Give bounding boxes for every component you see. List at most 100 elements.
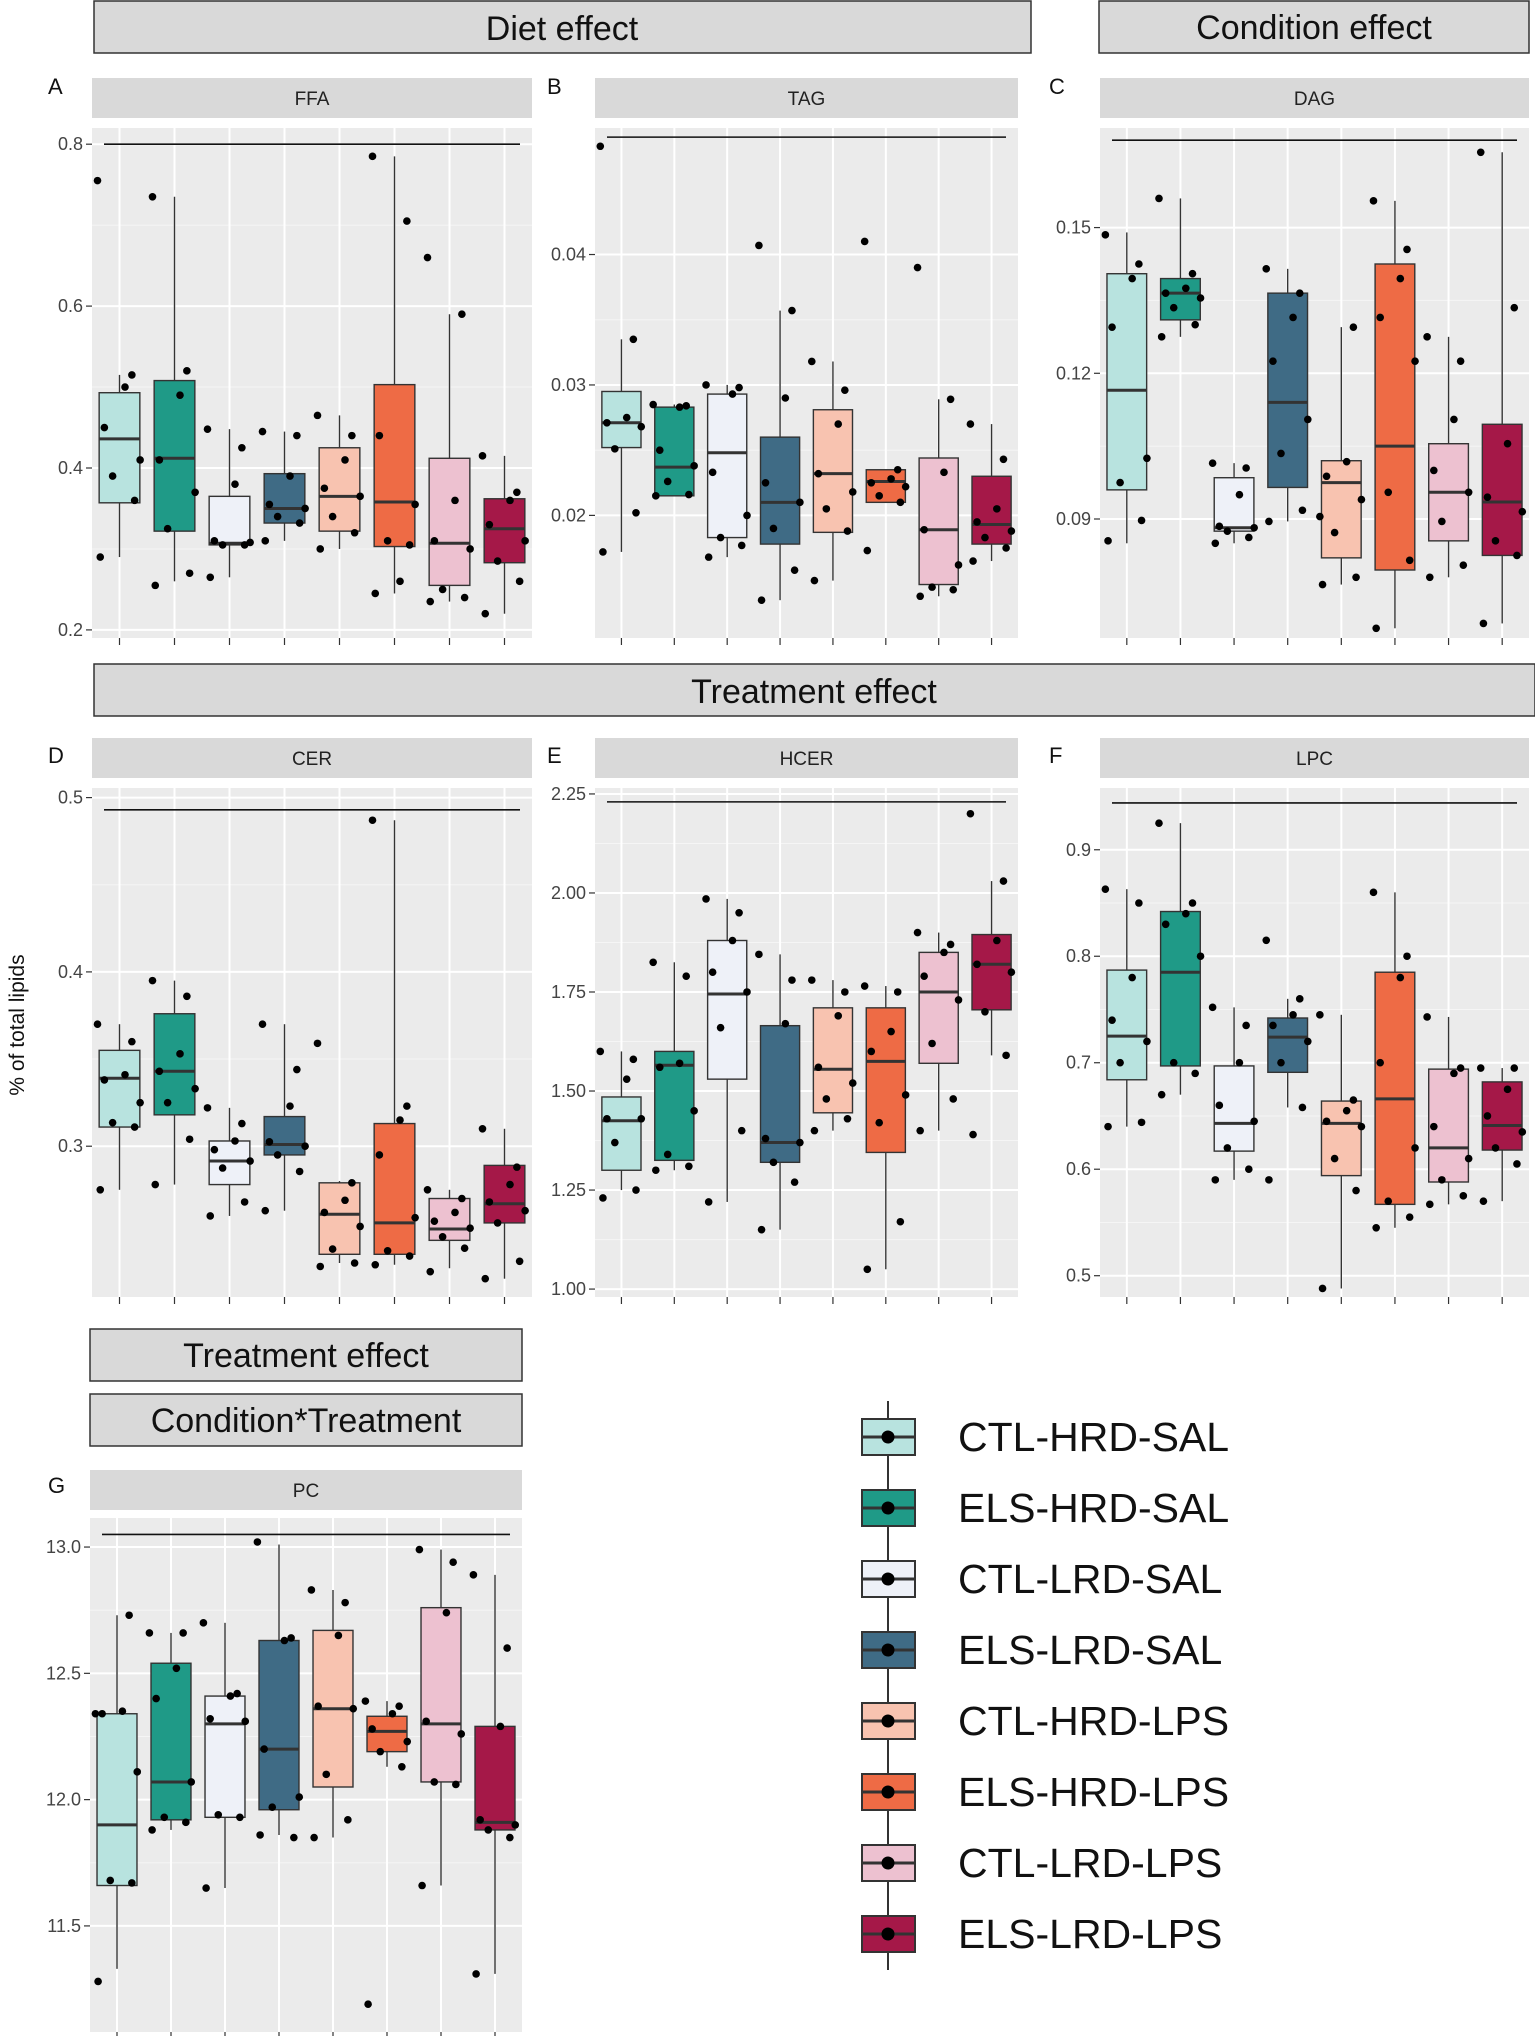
- data-point: [685, 1162, 693, 1171]
- data-point: [901, 482, 910, 491]
- data-point: [466, 545, 474, 553]
- data-point: [258, 1020, 267, 1028]
- legend-item-3: CTL-LRD-SAL: [861, 1543, 1222, 1615]
- data-point: [295, 1793, 304, 1801]
- data-point: [1002, 544, 1010, 552]
- box-body: [706, 939, 748, 1080]
- banner-treatment-effect: [93, 663, 1535, 717]
- data-point: [1208, 459, 1217, 467]
- data-point: [1369, 888, 1378, 897]
- data-point: [599, 548, 607, 556]
- box-body: [1374, 971, 1416, 1206]
- data-point: [1425, 573, 1434, 582]
- box-tag-8: [966, 420, 1016, 565]
- box-body: [918, 951, 959, 1064]
- box-tag-4: [755, 241, 804, 604]
- data-point: [128, 1879, 136, 1887]
- y-tick-label-ffa: 0.4: [58, 458, 83, 478]
- banner-condition-treatment: [89, 1393, 523, 1447]
- data-point: [1456, 1064, 1465, 1072]
- box-body: [1159, 910, 1201, 1067]
- data-point: [690, 462, 698, 470]
- data-point: [484, 1826, 493, 1834]
- data-point: [280, 1636, 289, 1645]
- data-point: [1182, 284, 1190, 293]
- data-point: [426, 1267, 435, 1276]
- data-point: [1242, 1021, 1250, 1030]
- legend-item-7: CTL-LRD-LPS: [861, 1827, 1222, 1899]
- data-point: [1518, 507, 1527, 516]
- data-point: [364, 2000, 372, 2009]
- y-tick-label-hcer: 1.75: [551, 982, 586, 1002]
- data-point: [1503, 1085, 1512, 1094]
- data-point: [1376, 1058, 1384, 1067]
- data-point: [121, 1070, 129, 1079]
- data-point: [1403, 952, 1411, 961]
- box-body: [759, 436, 801, 545]
- data-point: [1215, 1101, 1224, 1110]
- data-point: [796, 1138, 804, 1147]
- data-point: [383, 537, 392, 545]
- box-dag-8: [1476, 148, 1527, 628]
- data-point: [396, 1116, 404, 1124]
- legend-label: ELS-LRD-LPS: [958, 1911, 1222, 1957]
- data-point: [1456, 357, 1465, 365]
- data-point: [128, 371, 136, 379]
- data-point: [807, 976, 816, 984]
- box-cer-3: [203, 1104, 254, 1220]
- data-point: [341, 1598, 349, 1607]
- data-point: [185, 1135, 194, 1144]
- data-point: [1242, 464, 1250, 472]
- data-point: [743, 988, 751, 996]
- box-lpc-2: [1155, 819, 1205, 1099]
- data-point: [708, 968, 717, 976]
- data-point: [1384, 1197, 1393, 1205]
- data-point: [293, 1065, 301, 1074]
- y-tick-label-pc: 12.0: [46, 1790, 81, 1810]
- data-point: [395, 1702, 403, 1710]
- panel-ffa: A FFA 0.2 0.4 0.6 0.8: [48, 74, 532, 645]
- data-point: [361, 1697, 370, 1705]
- data-point: [513, 488, 521, 497]
- data-point: [108, 1118, 117, 1127]
- data-point: [1303, 1037, 1312, 1046]
- data-point: [737, 541, 746, 550]
- data-point: [426, 597, 435, 606]
- legend-label: CTL-LRD-LPS: [958, 1840, 1222, 1886]
- data-point: [1265, 517, 1273, 526]
- data-point: [506, 1180, 514, 1189]
- legend-key-point: [881, 1785, 895, 1799]
- banner-treatment-effect-g: [89, 1328, 523, 1382]
- data-point: [233, 1689, 241, 1698]
- data-point: [231, 480, 239, 488]
- y-tick-label-tag: 0.03: [551, 375, 586, 395]
- data-point: [513, 1163, 521, 1171]
- plot-background-dag: [1100, 128, 1529, 638]
- data-point: [1510, 303, 1519, 312]
- box-body: [153, 379, 196, 532]
- data-point: [261, 1206, 270, 1215]
- data-point: [320, 484, 329, 493]
- data-point: [737, 1126, 746, 1135]
- data-point: [1007, 968, 1016, 976]
- data-point: [133, 1768, 142, 1776]
- data-point: [246, 1157, 254, 1165]
- data-point: [152, 1694, 160, 1703]
- data-point: [383, 1247, 392, 1255]
- data-point: [1491, 1144, 1500, 1152]
- box-cer-8: [478, 1124, 529, 1283]
- data-point: [1411, 357, 1419, 365]
- data-point: [376, 1747, 385, 1756]
- box-lpc-8: [1476, 1064, 1527, 1205]
- data-point: [896, 498, 905, 507]
- data-point: [702, 895, 710, 903]
- data-point: [716, 533, 725, 542]
- data-point: [920, 972, 928, 980]
- data-point: [199, 1619, 208, 1627]
- data-point: [290, 1833, 298, 1842]
- data-point: [388, 1709, 397, 1718]
- data-point: [316, 1262, 325, 1271]
- data-point: [1135, 899, 1143, 907]
- data-point: [93, 176, 102, 185]
- data-point: [807, 357, 816, 366]
